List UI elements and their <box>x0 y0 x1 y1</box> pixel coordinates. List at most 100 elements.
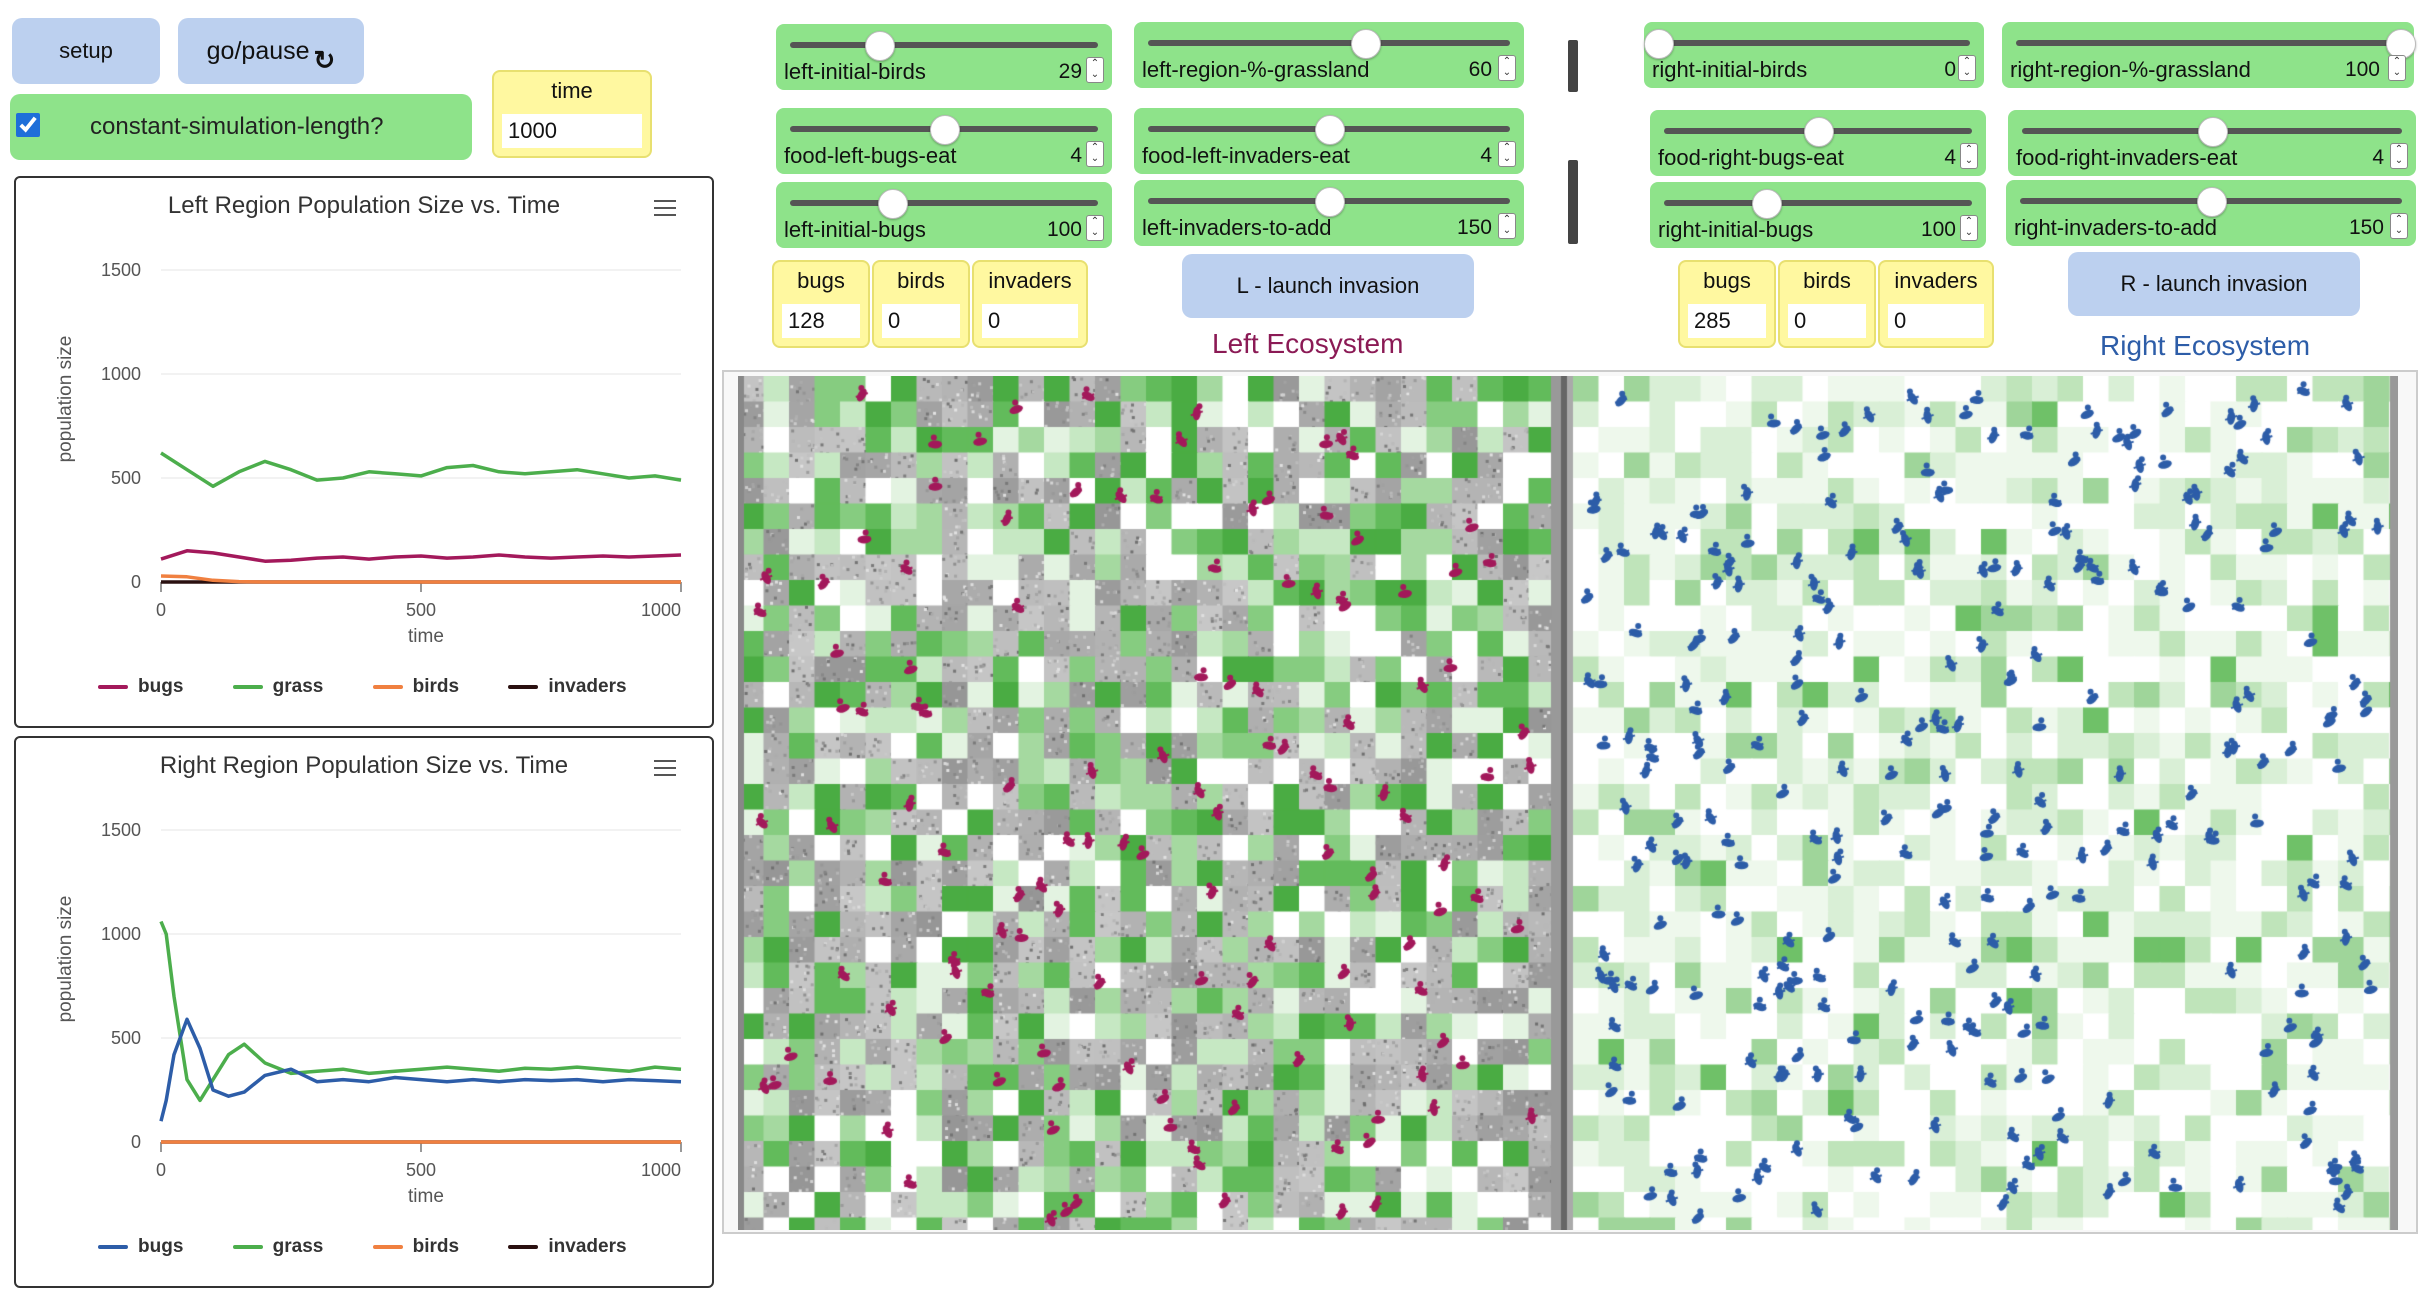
right-slider-right-initial-bugs[interactable]: right-initial-bugs 100 ⌃ ⌄ <box>1650 182 1986 248</box>
slider-handle[interactable] <box>2386 29 2416 59</box>
right-launch-invasion-button[interactable]: R - launch invasion <box>2068 252 2360 316</box>
slider-value[interactable]: 4 <box>1070 144 1082 167</box>
right-slider-right-initial-birds[interactable]: right-initial-birds 0 ⌃ ⌄ <box>1644 22 1984 88</box>
world-view[interactable] <box>722 370 2418 1234</box>
spinner-icon[interactable]: ⌃ ⌄ <box>1086 141 1104 167</box>
series-line-bugs <box>160 549 682 563</box>
left-plot-title: Left Region Population Size vs. Time <box>167 192 561 219</box>
slider-track[interactable] <box>2016 40 2400 46</box>
left-slider-food-left-invaders-eat[interactable]: food-left-invaders-eat 4 ⌃ ⌄ <box>1134 108 1524 174</box>
series-line-grass <box>159 920 682 1103</box>
y-tick-label: 1000 <box>101 924 141 944</box>
slider-value[interactable]: 4 <box>1944 146 1956 169</box>
slider-handle[interactable] <box>1644 29 1674 59</box>
slider-label: left-initial-bugs <box>784 217 926 242</box>
slider-value[interactable]: 29 <box>1058 60 1082 83</box>
spinner-icon[interactable]: ⌃ ⌄ <box>1498 55 1516 81</box>
right-slider-food-right-bugs-eat[interactable]: food-right-bugs-eat 4 ⌃ ⌄ <box>1650 110 1986 176</box>
x-tick-label: 1000 <box>641 1160 681 1180</box>
left-slider-left-region-%-grassland[interactable]: left-region-%-grassland 60 ⌃ ⌄ <box>1134 22 1524 88</box>
slider-handle[interactable] <box>877 189 908 219</box>
monitor-value: 0 <box>982 304 1078 338</box>
slider-handle[interactable] <box>865 31 896 61</box>
monitor-value: 0 <box>1788 304 1866 338</box>
slider-track[interactable] <box>1658 40 1970 46</box>
go-pause-button[interactable]: go/pause ↻ <box>178 18 364 84</box>
monitor-label: birds <box>897 268 945 293</box>
slider-value[interactable]: 100 <box>2344 58 2380 81</box>
slider-handle[interactable] <box>1751 189 1782 219</box>
monitor-value: 285 <box>1688 304 1766 338</box>
left-bugs-monitor: bugs 128 <box>772 260 870 348</box>
slider-track[interactable] <box>1148 40 1510 46</box>
constant-simulation-length-checkbox[interactable] <box>16 113 40 137</box>
slider-handle[interactable] <box>1351 29 1382 59</box>
slider-track[interactable] <box>1664 200 1972 206</box>
left-slider-left-initial-birds[interactable]: left-initial-birds 29 ⌃ ⌄ <box>776 24 1112 90</box>
monitor-value: 0 <box>882 304 960 338</box>
monitor-label: invaders <box>1894 268 1978 293</box>
slider-value[interactable]: 4 <box>1480 144 1492 167</box>
slider-handle[interactable] <box>2197 187 2227 217</box>
right-slider-food-right-invaders-eat[interactable]: food-right-invaders-eat 4 ⌃ ⌄ <box>2008 110 2416 176</box>
control-divider-bottom <box>1568 160 1578 244</box>
plot-menu-icon[interactable] <box>654 200 676 216</box>
slider-value[interactable]: 150 <box>2348 216 2384 239</box>
right-plot-legend: bugs grass birds invaders <box>98 1236 627 1258</box>
spinner-icon[interactable]: ⌃ ⌄ <box>2390 143 2408 169</box>
right-bugs-monitor: bugs 285 <box>1678 260 1776 348</box>
slider-label: left-initial-birds <box>784 59 926 84</box>
slider-handle[interactable] <box>2198 117 2228 147</box>
slider-value[interactable]: 0 <box>1944 58 1956 81</box>
slider-track[interactable] <box>790 200 1098 206</box>
left-slider-left-invaders-to-add[interactable]: left-invaders-to-add 150 ⌃ ⌄ <box>1134 180 1524 246</box>
slider-value[interactable]: 150 <box>1456 216 1492 239</box>
slider-value[interactable]: 4 <box>2372 146 2384 169</box>
setup-label: setup <box>59 38 113 63</box>
left-plot-legend: bugs grass birds invaders <box>98 676 627 698</box>
slider-handle[interactable] <box>1315 115 1345 145</box>
slider-label: food-right-invaders-eat <box>2016 145 2238 170</box>
y-tick-label: 1500 <box>101 260 141 280</box>
legend-item-grass: grass <box>232 1236 323 1257</box>
right-chart-svg: 1500 1000 500 00 500 1000 <box>101 820 682 1180</box>
left-slider-food-left-bugs-eat[interactable]: food-left-bugs-eat 4 ⌃ ⌄ <box>776 108 1112 174</box>
left-chart-svg: 1500 1000 500 00 500 1000 <box>101 260 682 620</box>
forever-icon: ↻ <box>313 44 336 75</box>
y-tick-label: 500 <box>111 1028 141 1048</box>
slider-value[interactable]: 60 <box>1468 58 1492 81</box>
right-slider-right-region-%-grassland[interactable]: right-region-%-grassland 100 ⌃ ⌄ <box>2002 22 2416 88</box>
slider-handle[interactable] <box>1804 117 1834 147</box>
spinner-icon[interactable]: ⌃ ⌄ <box>2390 213 2408 239</box>
spinner-icon[interactable]: ⌃ ⌄ <box>1960 215 1978 241</box>
slider-label: right-region-%-grassland <box>2010 57 2251 82</box>
slider-label: food-left-bugs-eat <box>784 143 957 168</box>
spinner-icon[interactable]: ⌃ ⌄ <box>1960 143 1978 169</box>
monitor-label: bugs <box>797 268 845 293</box>
spinner-icon[interactable]: ⌃ ⌄ <box>1086 215 1104 241</box>
left-slider-left-initial-bugs[interactable]: left-initial-bugs 100 ⌃ ⌄ <box>776 182 1112 248</box>
y-tick-label: 0 <box>131 572 141 592</box>
left-plot-xlabel: time <box>408 626 444 647</box>
right-slider-right-invaders-to-add[interactable]: right-invaders-to-add 150 ⌃ ⌄ <box>2006 180 2416 246</box>
left-birds-monitor: birds 0 <box>872 260 970 348</box>
setup-button[interactable]: setup <box>12 18 160 84</box>
plot-menu-icon[interactable] <box>654 760 676 776</box>
go-pause-label: go/pause <box>206 36 310 65</box>
slider-track[interactable] <box>790 42 1098 48</box>
spinner-icon[interactable]: ⌃ ⌄ <box>2388 55 2406 81</box>
slider-handle[interactable] <box>930 115 960 145</box>
left-launch-invasion-button[interactable]: L - launch invasion <box>1182 254 1474 318</box>
world-canvas[interactable] <box>738 376 2398 1230</box>
series-line-birds <box>160 574 681 584</box>
slider-value[interactable]: 100 <box>1046 218 1082 241</box>
y-tick-label: 500 <box>111 468 141 488</box>
constant-simulation-length-switch[interactable]: constant-simulation-length? <box>10 94 472 160</box>
spinner-icon[interactable]: ⌃ ⌄ <box>1958 55 1976 81</box>
slider-handle[interactable] <box>1315 187 1345 217</box>
spinner-icon[interactable]: ⌃ ⌄ <box>1498 213 1516 239</box>
time-monitor: time 1000 <box>492 70 652 158</box>
slider-value[interactable]: 100 <box>1920 218 1956 241</box>
spinner-icon[interactable]: ⌃ ⌄ <box>1498 141 1516 167</box>
spinner-icon[interactable]: ⌃ ⌄ <box>1086 57 1104 83</box>
